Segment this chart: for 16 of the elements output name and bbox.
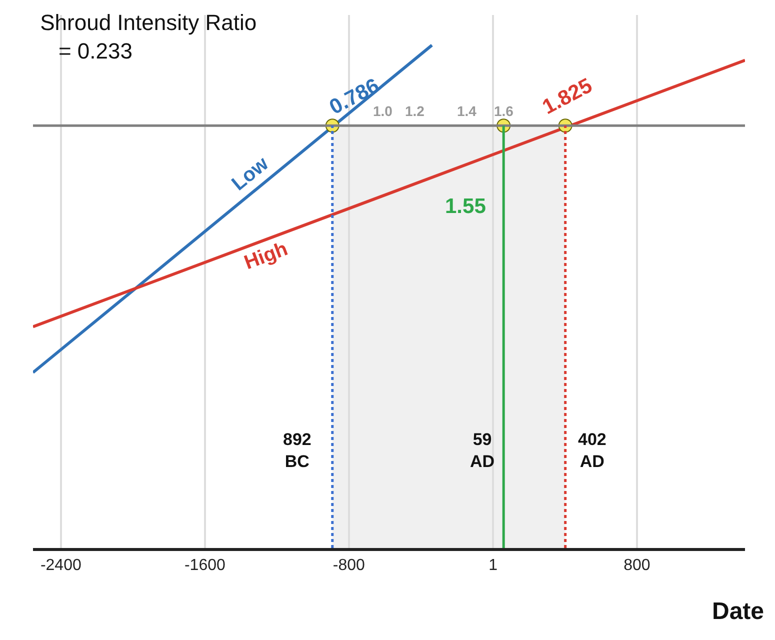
x-tick-label: -2400 — [40, 557, 82, 574]
x-tick-label: -800 — [332, 557, 366, 574]
x-axis-title: Date — [712, 598, 764, 625]
chart-title: Shroud Intensity Ratio = 0.233 — [40, 10, 257, 64]
annotation: 1.6 — [494, 103, 514, 119]
annotation: 59 AD — [470, 430, 495, 472]
x-tick-label: -1600 — [184, 557, 226, 574]
annotation: 1.2 — [405, 103, 425, 119]
text: Low — [228, 152, 274, 196]
annotation: 402 AD — [578, 430, 606, 472]
annotation: 1.4 — [457, 103, 477, 119]
x-tick-label: 800 — [624, 557, 650, 574]
x-tick-label: 1 — [488, 557, 498, 574]
annotation: 892 BC — [283, 430, 312, 472]
annotation: 1.55 — [445, 195, 486, 218]
text: High — [241, 238, 291, 274]
